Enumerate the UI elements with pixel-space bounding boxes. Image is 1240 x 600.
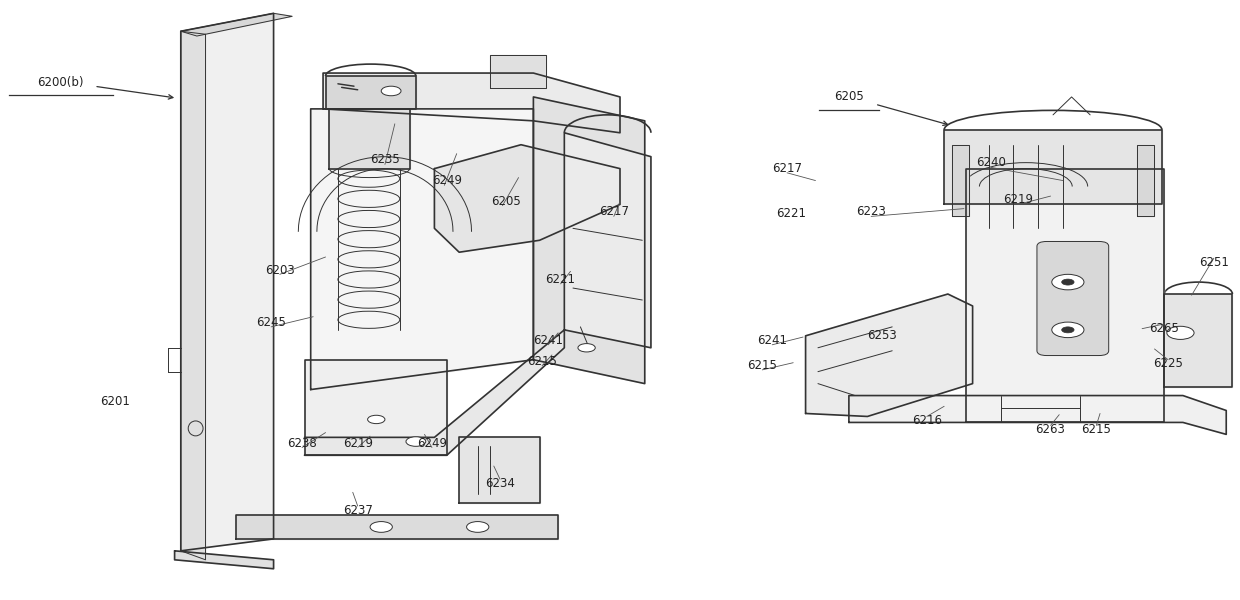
Text: 6235: 6235 xyxy=(370,153,399,166)
Text: 6223: 6223 xyxy=(856,205,887,218)
Text: 6265: 6265 xyxy=(1149,322,1179,335)
Polygon shape xyxy=(175,551,274,569)
Circle shape xyxy=(370,521,392,532)
Text: 6219: 6219 xyxy=(342,437,373,450)
Text: 6240: 6240 xyxy=(976,156,1006,169)
Circle shape xyxy=(1052,274,1084,290)
Text: 6216: 6216 xyxy=(911,414,942,427)
Text: 6263: 6263 xyxy=(1035,423,1065,436)
Polygon shape xyxy=(181,13,274,551)
Circle shape xyxy=(367,415,384,424)
Circle shape xyxy=(381,86,401,96)
Text: 6238: 6238 xyxy=(288,437,317,450)
Polygon shape xyxy=(237,515,558,539)
Polygon shape xyxy=(966,169,1164,422)
Text: 6249: 6249 xyxy=(417,437,446,450)
Text: 6241: 6241 xyxy=(533,334,563,347)
Text: 6221: 6221 xyxy=(546,272,575,286)
Text: 6249: 6249 xyxy=(432,174,461,187)
Polygon shape xyxy=(434,145,620,252)
Polygon shape xyxy=(1137,145,1154,217)
Text: 6251: 6251 xyxy=(1199,256,1229,269)
Polygon shape xyxy=(849,395,1226,434)
Polygon shape xyxy=(330,109,409,169)
FancyBboxPatch shape xyxy=(1037,241,1109,356)
Polygon shape xyxy=(181,13,293,36)
Text: 6203: 6203 xyxy=(265,263,295,277)
Polygon shape xyxy=(459,437,539,503)
Text: 6205: 6205 xyxy=(835,91,864,103)
Circle shape xyxy=(1052,322,1084,338)
Text: 6234: 6234 xyxy=(485,478,515,490)
Polygon shape xyxy=(324,73,620,133)
Polygon shape xyxy=(533,97,645,383)
Polygon shape xyxy=(490,55,546,88)
Text: 6217: 6217 xyxy=(599,205,629,218)
Text: 6237: 6237 xyxy=(342,504,373,517)
Circle shape xyxy=(1061,327,1074,333)
Text: 6225: 6225 xyxy=(1153,358,1183,370)
Text: 6245: 6245 xyxy=(257,316,286,329)
Polygon shape xyxy=(181,31,206,560)
Polygon shape xyxy=(326,76,415,109)
Text: 6215: 6215 xyxy=(527,355,557,368)
Circle shape xyxy=(405,437,425,446)
Polygon shape xyxy=(305,330,564,455)
Text: 6217: 6217 xyxy=(773,162,802,175)
Circle shape xyxy=(1167,326,1194,340)
Polygon shape xyxy=(951,145,968,217)
Text: 6205: 6205 xyxy=(491,195,521,208)
Circle shape xyxy=(1061,279,1074,285)
Polygon shape xyxy=(311,109,533,389)
Polygon shape xyxy=(564,133,651,348)
Circle shape xyxy=(578,344,595,352)
Text: 6253: 6253 xyxy=(868,329,898,343)
Polygon shape xyxy=(1164,294,1233,386)
Polygon shape xyxy=(806,294,972,416)
Text: 6221: 6221 xyxy=(776,207,806,220)
Polygon shape xyxy=(305,360,446,455)
Circle shape xyxy=(466,521,489,532)
Polygon shape xyxy=(944,130,1162,205)
Text: 6215: 6215 xyxy=(1081,423,1111,436)
Text: 6201: 6201 xyxy=(100,395,130,408)
Text: 6219: 6219 xyxy=(1003,193,1033,206)
Text: 6200(b): 6200(b) xyxy=(37,76,84,89)
Text: 6241: 6241 xyxy=(758,334,787,347)
Text: 6215: 6215 xyxy=(748,359,777,372)
